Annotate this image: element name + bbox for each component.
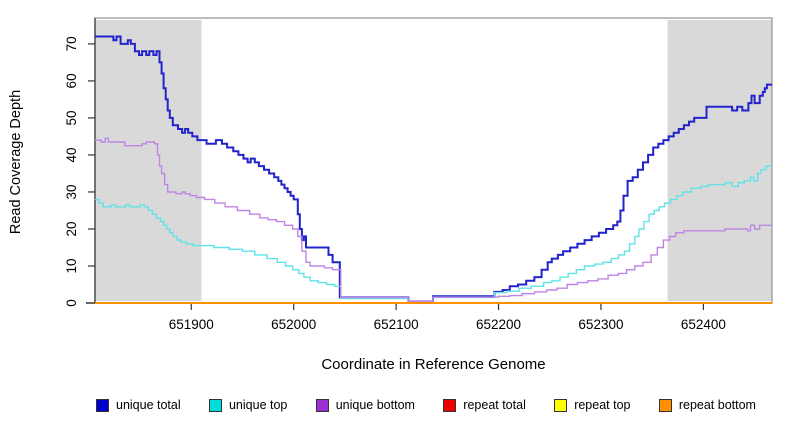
legend-item-unique-bottom: unique bottom <box>315 398 415 412</box>
y-tick-label: 30 <box>64 184 79 199</box>
legend-label: unique bottom <box>335 398 415 412</box>
x-axis-title: Coordinate in Reference Genome <box>321 356 546 373</box>
x-tick-label: 652100 <box>374 317 419 332</box>
legend-swatch-icon <box>443 398 457 412</box>
legend-label: unique total <box>116 398 181 412</box>
legend-label: repeat top <box>574 398 631 412</box>
x-tick-label: 652400 <box>681 317 726 332</box>
legend-swatch-icon <box>315 398 329 412</box>
legend-swatch-icon <box>208 398 222 412</box>
legend-item-repeat-top: repeat top <box>554 398 630 412</box>
y-tick-label: 20 <box>64 221 79 236</box>
legend-label: repeat total <box>463 398 526 412</box>
y-tick-label: 70 <box>64 36 79 51</box>
plot-canvas: 651900 652000 652100 652200 652300 652400 0 10 2… <box>64 17 773 332</box>
series-line-unique-total <box>95 35 772 303</box>
chart-legend: unique total unique top unique bottom repea… <box>96 398 756 412</box>
legend-label: unique top <box>228 398 288 412</box>
legend-label: repeat bottom <box>678 398 756 412</box>
left-masked-region-band <box>95 20 202 301</box>
legend-item-unique-top: unique top <box>208 398 288 412</box>
series-line-unique-bottom <box>95 137 772 303</box>
legend-swatch-icon <box>96 398 109 412</box>
legend-swatch-icon <box>554 398 568 412</box>
x-tick-label: 652000 <box>271 317 316 332</box>
y-tick-label: 60 <box>64 73 79 88</box>
legend-item-repeat-bottom: repeat bottom <box>658 398 756 412</box>
legend-item-repeat-total: repeat total <box>443 398 526 412</box>
y-tick-label: 40 <box>64 147 79 162</box>
y-tick-label: 50 <box>64 110 79 125</box>
x-tick-label: 652200 <box>476 317 521 332</box>
x-tick-label: 651900 <box>169 317 214 332</box>
legend-item-unique-total: unique total <box>96 398 181 412</box>
x-tick-label: 652300 <box>578 317 623 332</box>
y-tick-label: 10 <box>64 258 79 273</box>
y-tick-label: 0 <box>64 299 79 307</box>
y-axis-title: Read Coverage Depth <box>8 89 24 235</box>
right-masked-region-band <box>667 20 772 301</box>
legend-swatch-icon <box>658 398 672 412</box>
series-line-unique-top <box>95 165 772 303</box>
